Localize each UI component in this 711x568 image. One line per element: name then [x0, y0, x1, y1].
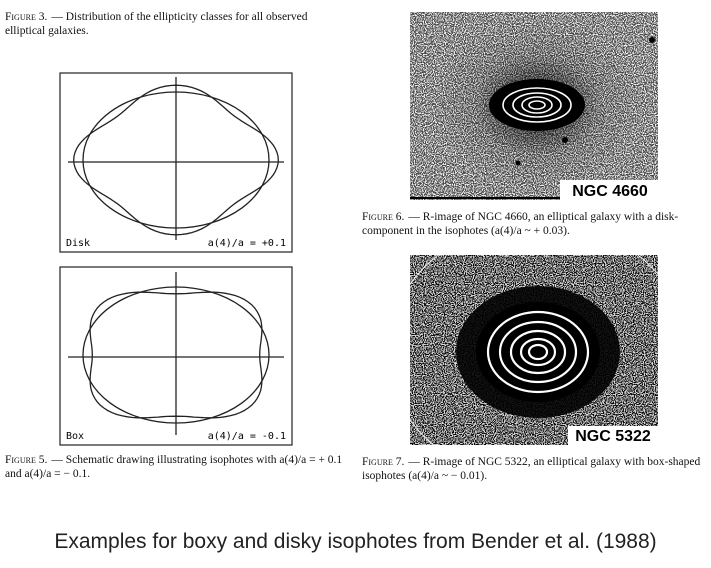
galaxy-image: NGC 5322	[387, 221, 689, 483]
panel-annotation: a(4)/a = -0.1	[208, 431, 286, 442]
ellipse-isophote	[82, 286, 270, 424]
caption-text: — Distribution of the ellipticity classe…	[5, 11, 308, 37]
ellipse-isophote	[82, 91, 270, 229]
figure-label: Figure 7.	[362, 456, 405, 468]
panel-annotation: a(4)/a = +0.1	[208, 238, 286, 249]
slide-caption: Examples for boxy and disky isophotes fr…	[54, 530, 657, 553]
perturbed-isophote	[73, 84, 279, 236]
figure-6-caption: Figure 6. — R-image of NGC 4660, an ellip…	[362, 210, 707, 238]
perturbed-isophote	[89, 291, 263, 419]
figure-label: Figure 6.	[362, 211, 405, 223]
image-label: NGC 4660	[572, 183, 648, 200]
galaxy-image: NGC 4660	[410, 12, 658, 202]
panel-label: Disk	[66, 238, 90, 249]
caption-text: — R-image of NGC 5322, an elliptical gal…	[362, 456, 701, 482]
figure-5-caption: Figure 5. — Schematic drawing illustratin…	[5, 453, 350, 481]
figure-3-caption: Figure 3. — Distribution of the elliptici…	[5, 10, 350, 38]
panel-label: Box	[66, 431, 84, 442]
figure-label: Figure 3.	[5, 11, 48, 23]
caption-text: — Schematic drawing illustrating isophot…	[5, 454, 343, 480]
figure-7-caption: Figure 7. — R-image of NGC 5322, an ellip…	[362, 455, 707, 483]
caption-text: — R-image of NGC 4660, an elliptical gal…	[362, 211, 679, 237]
figure-label: Figure 5.	[5, 454, 48, 466]
image-label: NGC 5322	[575, 428, 651, 445]
